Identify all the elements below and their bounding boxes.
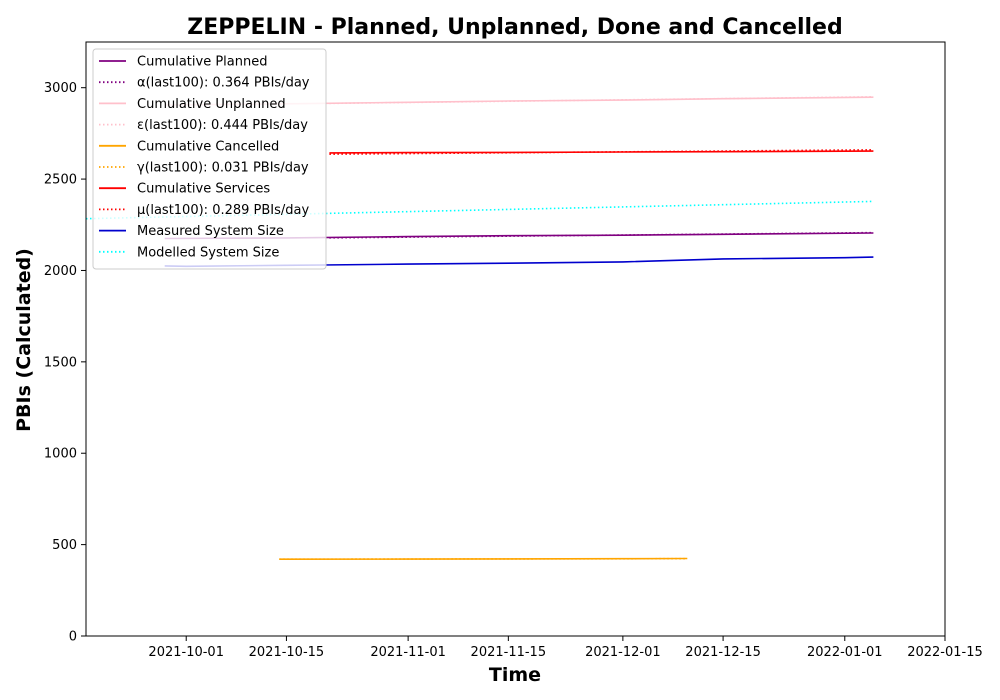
legend-label-3: ε(last100): 0.444 PBIs/day (137, 118, 308, 133)
y-tick-label: 500 (52, 538, 77, 553)
x-tick-label: 2021-12-15 (685, 645, 761, 660)
x-tick-label: 2022-01-15 (907, 645, 983, 660)
x-tick-label: 2021-11-01 (370, 645, 446, 660)
series-line-3 (329, 96, 874, 105)
legend-label-9: Modelled System Size (137, 245, 279, 260)
x-tick-label: 2021-11-15 (471, 645, 547, 660)
y-tick-label: 2000 (44, 264, 77, 279)
legend-label-2: Cumulative Unplanned (137, 97, 286, 112)
legend: Cumulative Planned α(last100): 0.364 PBIs… (92, 48, 327, 270)
x-tick-label: 2021-12-01 (585, 645, 661, 660)
x-tick-label: 2021-10-01 (148, 645, 224, 660)
y-axis-label: PBIs (Calculated) (13, 248, 35, 432)
series-line-9 (85, 200, 874, 220)
legend-label-8: Measured System Size (137, 224, 284, 239)
legend-label-5: γ(last100): 0.031 PBIs/day (137, 161, 309, 176)
chart-title: ZEPPELIN - Planned, Unplanned, Done and … (187, 15, 842, 40)
y-tick-label: 2500 (44, 173, 77, 188)
axes-layer: 2021-10-01 2021-10-15 2021-11-01 2021-11-15… (44, 41, 983, 660)
series-line-1 (329, 231, 874, 239)
y-tick-label: 1500 (44, 355, 77, 370)
legend-label-1: α(last100): 0.364 PBIs/day (137, 76, 310, 91)
legend-label-0: Cumulative Planned (137, 55, 267, 70)
legend-label-6: Cumulative Services (137, 182, 270, 197)
legend-label-7: μ(last100): 0.289 PBIs/day (137, 203, 309, 218)
y-tick-label: 0 (69, 630, 77, 645)
legend-label-4: Cumulative Cancelled (137, 139, 279, 154)
y-tick-label: 1000 (44, 447, 77, 462)
axes-frame (85, 41, 946, 637)
x-tick-label: 2022-01-01 (807, 645, 883, 660)
legend-box (92, 48, 327, 270)
x-axis-label: Time (489, 664, 541, 686)
series-line-5 (279, 557, 688, 561)
series-line-7 (329, 149, 874, 155)
y-tick-label: 3000 (44, 81, 77, 96)
x-tick-label: 2021-10-15 (249, 645, 325, 660)
